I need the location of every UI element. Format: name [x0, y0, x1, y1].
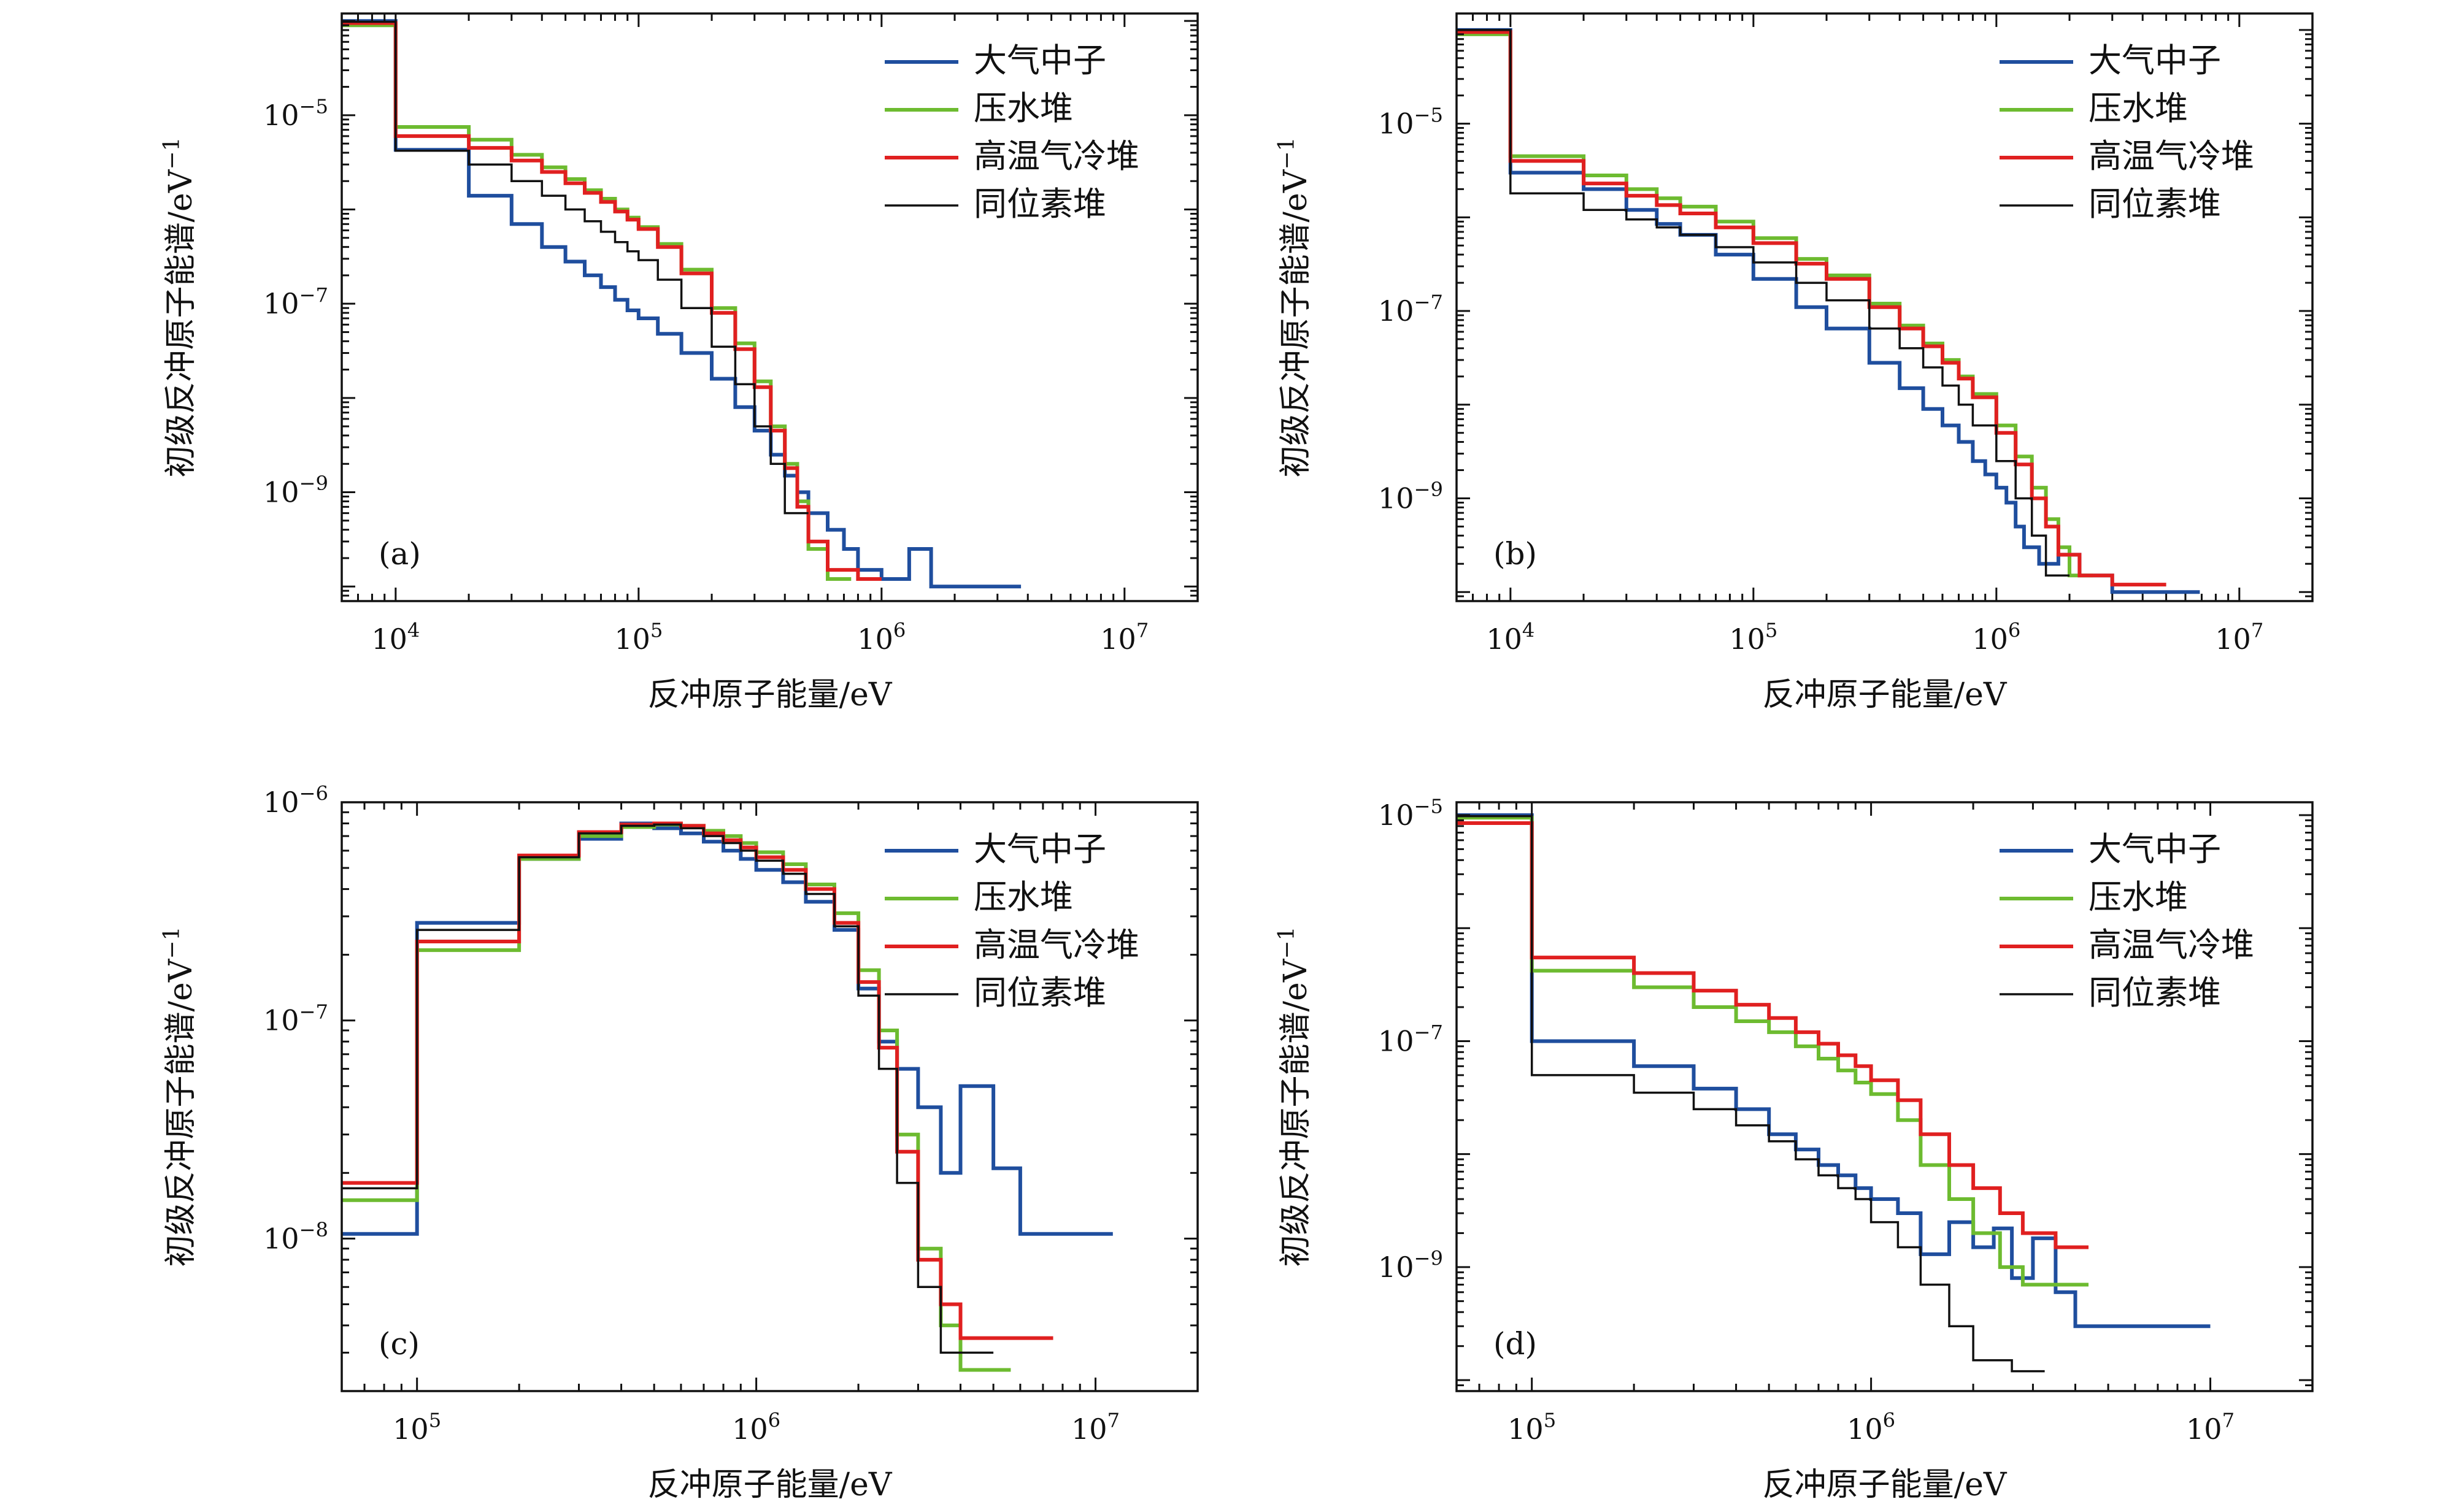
series-line-1 — [1457, 32, 2093, 578]
panel-label: (b) — [1493, 536, 1537, 572]
legend-label: 高温气冷堆 — [974, 926, 1139, 964]
legend-label: 同位素堆 — [974, 973, 1106, 1012]
x-tick-label: 105 — [1729, 619, 1777, 656]
x-axis-label: 反冲原子能量/eV — [648, 1467, 893, 1503]
series-line-3 — [1457, 29, 2069, 577]
legend-label: 压水堆 — [974, 878, 1073, 916]
y-tick-label: 10−9 — [263, 472, 328, 508]
x-tick-label: 105 — [1507, 1409, 1556, 1446]
chart-panel-d: 105 106 107 10−5 10−7 10−9 反冲原子能量/eV 初级反冲原子能谱/e… — [1274, 795, 2314, 1503]
x-axis-label: 反冲原子能量/eV — [648, 677, 893, 713]
x-tick-label: 104 — [1486, 619, 1534, 656]
y-tick-label: 10−9 — [1378, 478, 1443, 515]
x-tick-label: 107 — [2186, 1409, 2235, 1446]
legend-label: 同位素堆 — [974, 185, 1106, 223]
legend-label: 大气中子 — [2089, 41, 2221, 80]
series-line-2 — [1457, 821, 2089, 1249]
series-line-1 — [1457, 816, 2089, 1287]
x-tick-label: 104 — [371, 619, 420, 656]
legend-label: 压水堆 — [2089, 878, 2188, 916]
x-axis-label: 反冲原子能量/eV — [1763, 1467, 2008, 1503]
series-line-3 — [342, 20, 809, 515]
panel-label: (c) — [379, 1326, 420, 1362]
chart-panel-b: 104 105 106 107 10−5 10−7 10−9 反冲原子能量/eV 初级反冲原子能… — [1274, 12, 2314, 713]
plot-frame — [1455, 801, 2314, 1392]
legend-label: 压水堆 — [2089, 89, 2188, 128]
x-axis-label: 反冲原子能量/eV — [1763, 677, 2008, 713]
series-line-0 — [342, 19, 1022, 589]
legend-label: 大气中子 — [2089, 830, 2221, 869]
x-tick-label: 105 — [393, 1409, 441, 1446]
legend-label: 高温气冷堆 — [2089, 137, 2254, 175]
panel-label: (a) — [379, 536, 421, 572]
legend-label: 同位素堆 — [2089, 185, 2221, 223]
legend-label: 同位素堆 — [2089, 973, 2221, 1012]
series-line-2 — [342, 21, 882, 581]
series-line-2 — [342, 821, 1053, 1340]
x-tick-label: 107 — [1071, 1409, 1120, 1446]
legend-label: 高温气冷堆 — [2089, 926, 2254, 964]
y-tick-label: 10−5 — [263, 95, 328, 132]
x-tick-label: 105 — [614, 619, 663, 656]
y-tick-label: 10−5 — [1378, 795, 1443, 832]
chart-panel-a: 104 105 106 107 10−5 10−7 10−9 反冲原子能量/eV 初级反冲原子能… — [160, 12, 1199, 713]
series-line-2 — [1457, 30, 2166, 587]
series-line-3 — [1457, 815, 2045, 1373]
y-axis-label: 初级反冲原子能谱/eV−1 — [160, 927, 199, 1267]
x-tick-label: 106 — [1972, 619, 2020, 656]
y-axis-label: 初级反冲原子能谱/eV−1 — [160, 137, 199, 478]
y-axis-label: 初级反冲原子能谱/eV−1 — [1274, 137, 1314, 478]
plot-frame — [1455, 12, 2314, 602]
y-axis-label: 初级反冲原子能谱/eV−1 — [1274, 927, 1314, 1267]
x-tick-label: 107 — [2215, 619, 2263, 656]
series-line-1 — [342, 823, 1011, 1372]
y-tick-label: 10−8 — [263, 1218, 328, 1255]
y-tick-label: 10−7 — [263, 283, 328, 320]
x-tick-label: 106 — [857, 619, 906, 656]
chart-panel-c: 105 106 107 10−6 10−7 10−8 反冲原子能量/eV 初级反冲原子能谱/e… — [160, 782, 1199, 1503]
y-tick-label: 10−6 — [263, 782, 328, 819]
series-line-0 — [1457, 28, 2200, 594]
legend-label: 压水堆 — [974, 89, 1073, 128]
legend-label: 大气中子 — [974, 41, 1106, 80]
y-tick-label: 10−7 — [1378, 291, 1443, 328]
x-tick-label: 107 — [1100, 619, 1149, 656]
legend-label: 高温气冷堆 — [974, 137, 1139, 175]
y-tick-label: 10−9 — [1378, 1247, 1443, 1284]
series-line-3 — [342, 823, 994, 1354]
y-tick-label: 10−5 — [1378, 103, 1443, 140]
x-tick-label: 106 — [732, 1409, 780, 1446]
x-tick-label: 106 — [1847, 1409, 1895, 1446]
series-line-1 — [342, 23, 852, 581]
plot-frame — [341, 801, 1199, 1392]
legend-label: 大气中子 — [974, 830, 1106, 869]
panel-label: (d) — [1493, 1326, 1537, 1362]
y-tick-label: 10−7 — [1378, 1021, 1443, 1057]
y-tick-label: 10−7 — [263, 1000, 328, 1037]
